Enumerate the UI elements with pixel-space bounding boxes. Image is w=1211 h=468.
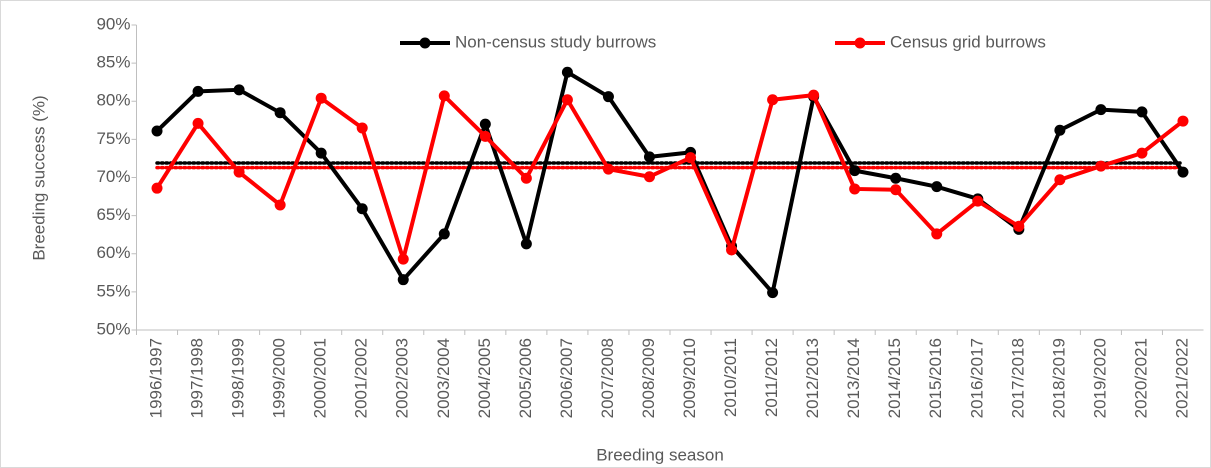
series-line	[155, 93, 1185, 262]
data-point	[890, 184, 902, 196]
data-point	[520, 172, 532, 184]
x-tick-label: 2016/2017	[967, 338, 986, 418]
data-point	[1095, 104, 1107, 116]
data-point	[561, 94, 573, 106]
data-point	[849, 183, 861, 195]
x-tick-label: 1997/1998	[188, 338, 207, 418]
x-tick-label: 2008/2009	[639, 338, 658, 418]
x-tick-label: 2019/2020	[1090, 338, 1109, 418]
data-point	[438, 90, 450, 102]
x-tick-label: 1999/2000	[270, 338, 289, 418]
y-tick-label: 50%	[96, 319, 130, 338]
x-tick-label: 2020/2021	[1131, 338, 1150, 418]
x-tick-label: 2018/2019	[1049, 338, 1068, 418]
data-point	[643, 171, 655, 183]
y-tick-label: 60%	[96, 243, 130, 262]
x-tick-label: 2001/2002	[352, 338, 371, 418]
data-point	[602, 91, 614, 103]
data-point	[1013, 220, 1025, 232]
data-point	[849, 165, 861, 177]
data-point	[1095, 160, 1107, 172]
data-point	[479, 130, 491, 142]
data-point	[1177, 166, 1189, 178]
data-point	[726, 244, 738, 256]
y-tick-label: 80%	[96, 91, 130, 110]
data-point	[1136, 147, 1148, 159]
x-tick-label: 2000/2001	[311, 338, 330, 418]
y-tick-label: 75%	[96, 129, 130, 148]
data-point	[808, 89, 820, 101]
x-tick-label: 2005/2006	[516, 338, 535, 418]
data-point	[1177, 115, 1189, 127]
data-point	[1054, 174, 1066, 186]
x-tick-label: 2007/2008	[598, 338, 617, 418]
data-point	[356, 203, 368, 215]
x-tick-label: 2017/2018	[1008, 338, 1027, 418]
data-point	[520, 238, 532, 250]
data-point	[397, 274, 409, 286]
data-point	[767, 287, 779, 299]
x-tick-label: 2004/2005	[475, 338, 494, 418]
data-point	[602, 163, 614, 175]
data-point	[685, 152, 697, 164]
x-tick-label: 2006/2007	[557, 338, 576, 418]
data-point	[931, 181, 943, 193]
data-point	[890, 172, 902, 184]
data-point	[151, 125, 163, 137]
x-tick-label: 2021/2022	[1172, 338, 1191, 418]
data-point	[561, 66, 573, 78]
x-tick-label: 2012/2013	[803, 338, 822, 418]
x-tick-label: 2015/2016	[926, 338, 945, 418]
data-point	[192, 85, 204, 97]
data-point	[1136, 106, 1148, 118]
data-point	[192, 117, 204, 129]
data-point	[767, 94, 779, 106]
legend-marker	[854, 37, 866, 49]
x-tick-label: 2003/2004	[434, 338, 453, 418]
legend-marker	[419, 37, 431, 49]
x-tick-label: 1998/1999	[229, 338, 248, 418]
data-point	[315, 92, 327, 104]
y-tick-label: 55%	[96, 281, 130, 300]
data-point	[438, 228, 450, 240]
legend-label: Non-census study burrows	[455, 32, 656, 51]
x-tick-label: 2002/2003	[393, 338, 412, 418]
y-tick-label: 70%	[96, 167, 130, 186]
x-tick-label: 2014/2015	[885, 338, 904, 418]
data-point	[1054, 124, 1066, 136]
data-point	[274, 107, 286, 119]
data-point	[479, 118, 491, 130]
data-point	[233, 84, 245, 96]
y-axis-title: Breeding success (%)	[29, 95, 48, 260]
x-tick-label: 2010/2011	[721, 338, 740, 417]
y-tick-label: 65%	[96, 205, 130, 224]
legend-label: Census grid burrows	[890, 32, 1046, 51]
data-point	[931, 228, 943, 240]
data-point	[356, 122, 368, 134]
y-tick-label: 85%	[96, 53, 130, 72]
data-point	[397, 253, 409, 265]
data-point	[274, 199, 286, 211]
data-point	[972, 195, 984, 207]
x-tick-label: 2009/2010	[680, 338, 699, 418]
data-point	[151, 182, 163, 194]
data-point	[643, 151, 655, 163]
data-point	[233, 166, 245, 178]
x-axis-title: Breeding season	[596, 445, 724, 464]
data-point	[315, 147, 327, 159]
y-tick-label: 90%	[96, 14, 130, 33]
x-tick-label: 2013/2014	[844, 338, 863, 418]
x-tick-label: 1996/1997	[147, 338, 166, 418]
x-tick-label: 2011/2012	[762, 338, 781, 417]
